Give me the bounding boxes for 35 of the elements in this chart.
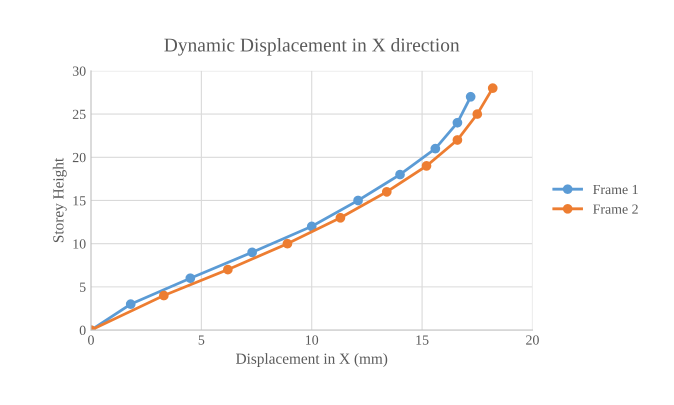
x-tick-label: 15	[416, 335, 428, 345]
point	[247, 247, 257, 258]
point	[336, 212, 346, 223]
point	[382, 186, 392, 197]
y-tick-label: 15	[73, 196, 86, 206]
y-tick-label: 5	[80, 282, 86, 292]
x-axis-title: Displacement in X (mm)	[236, 353, 388, 367]
point	[430, 144, 440, 154]
x-tick-label: 10	[306, 335, 318, 345]
point	[222, 264, 233, 274]
point	[422, 161, 432, 171]
point	[452, 118, 462, 128]
y-tick-label: 20	[72, 152, 86, 162]
y-tick-label: 10	[73, 239, 86, 249]
y-tick-label: 25	[72, 110, 86, 120]
point	[466, 92, 476, 102]
point	[395, 170, 405, 180]
point	[185, 273, 196, 284]
x-tick-label: 20	[526, 335, 539, 345]
y-tick-label: 30	[72, 66, 86, 76]
point	[126, 299, 136, 310]
y-tick-label: 0	[80, 326, 86, 336]
x-tick-label: 0	[88, 335, 94, 345]
y-axis-title: Storey Height	[52, 158, 67, 242]
point	[472, 109, 482, 119]
chart-title: Dynamic Displacement in X direction	[164, 38, 460, 56]
legend-label: Frame 1	[593, 184, 638, 194]
legend-label: Frame 2	[593, 204, 638, 214]
point	[282, 238, 292, 249]
point	[158, 290, 169, 300]
point	[452, 135, 462, 145]
point	[488, 83, 498, 94]
x-tick-label: 5	[198, 335, 204, 345]
point	[353, 196, 363, 206]
point	[306, 222, 317, 232]
